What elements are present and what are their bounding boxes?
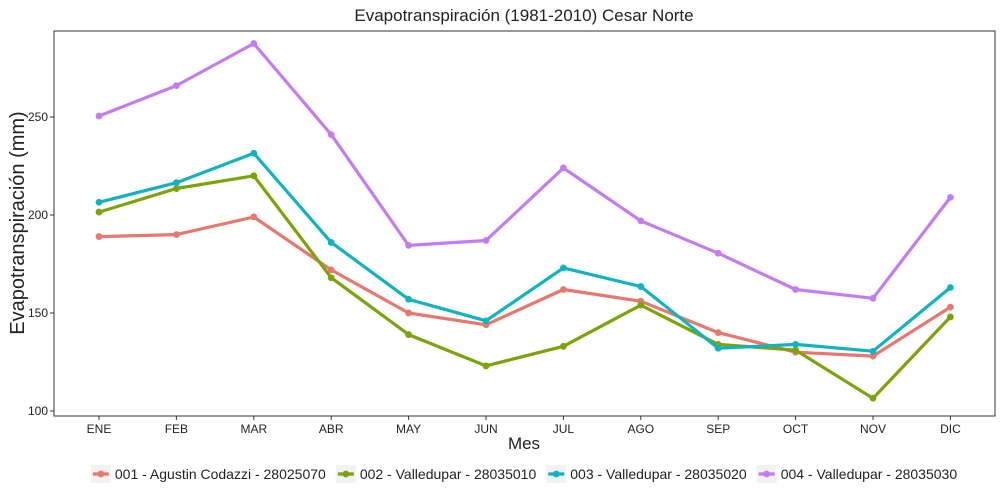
data-point [560,342,567,350]
data-point [714,329,722,336]
data-point [560,286,567,293]
x-tick-label: MAY [396,422,421,436]
data-point [637,283,645,290]
data-point [405,241,412,249]
y-tick-label: 150 [28,306,48,320]
data-point [792,340,799,348]
data-point [714,344,722,352]
data-point [95,233,103,240]
series-1 [95,213,954,360]
legend: 001 - Agustin Codazzi - 28025070 002 - Va… [90,465,958,483]
data-point [327,131,335,139]
series-line [97,41,953,300]
x-tick-label: OCT [783,422,809,436]
data-point [560,164,567,172]
data-point [405,309,412,317]
x-tick-label: AGO [627,422,654,436]
data-point [327,274,335,282]
data-point [637,301,645,309]
x-tick-label: ENE [87,422,112,436]
data-point [947,303,954,311]
data-point [482,317,490,325]
legend-item: 003 - Valledupar - 28035020 [546,465,747,483]
data-point [792,286,799,293]
data-point [173,185,180,192]
legend-item: 004 - Valledupar - 28035030 [756,465,958,483]
data-point [95,198,103,206]
x-tick-label: JUN [474,422,497,436]
data-point [95,112,103,120]
y-axis-label: Evapotranspiración (mm) [7,111,29,334]
data-point [482,362,490,370]
data-point [327,266,335,274]
series-4 [95,40,954,302]
data-point [405,331,412,338]
data-point [869,394,877,402]
data-point [482,237,490,244]
data-point [250,149,258,157]
series-line [97,151,953,353]
data-point [250,172,258,180]
data-point [869,352,877,360]
y-tick-label: 200 [28,208,48,222]
data-point [869,294,877,302]
data-point [250,213,258,221]
legend-label: 004 - Valledupar - 28035030 [781,466,958,482]
x-tick-label: NOV [860,422,886,436]
y-tick-label: 100 [28,404,48,418]
y-axis: 100 150 200 250 [28,110,54,418]
x-axis-label: Mes [508,434,540,453]
data-point [792,346,799,354]
data-point [173,82,180,90]
series-layer [95,40,954,402]
data-point [95,208,103,216]
data-point [947,284,954,291]
legend-label: 001 - Agustin Codazzi - 28025070 [115,466,326,482]
series-2 [95,172,954,402]
series-line [97,174,953,400]
legend-key-point [342,470,350,478]
x-tick-label: DIC [940,422,961,436]
data-point [637,217,645,225]
data-point [173,231,180,239]
legend-item: 002 - Valledupar - 28035010 [335,465,537,483]
legend-key-point [552,470,560,478]
x-tick-label: JUL [553,422,575,436]
legend-label: 003 - Valledupar - 28035020 [570,466,747,482]
x-axis: ENE FEB MAR ABR MAY JUN JUL AGO SEP OCT NOV DIC [87,416,961,436]
data-point [714,249,722,257]
x-tick-label: SEP [706,422,730,436]
x-tick-label: ABR [319,422,344,436]
data-point [869,347,877,355]
series-3 [95,149,954,355]
data-point [173,179,180,187]
data-point [947,313,954,321]
legend-key-point [763,470,771,478]
y-tick-label: 250 [28,110,48,124]
x-tick-label: FEB [165,422,188,436]
legend-label: 002 - Valledupar - 28035010 [360,466,537,482]
data-point [560,264,567,272]
x-tick-label: MAR [240,422,267,436]
data-point [327,239,335,246]
legend-item: 001 - Agustin Codazzi - 28025070 [90,465,326,483]
chart-title: Evapotranspiración (1981-2010) Cesar Nor… [354,6,693,25]
data-point [250,40,258,47]
legend-key-point [97,470,105,478]
data-point [947,193,954,201]
series-line [97,215,953,358]
data-point [405,295,412,303]
plot-panel [53,30,996,417]
